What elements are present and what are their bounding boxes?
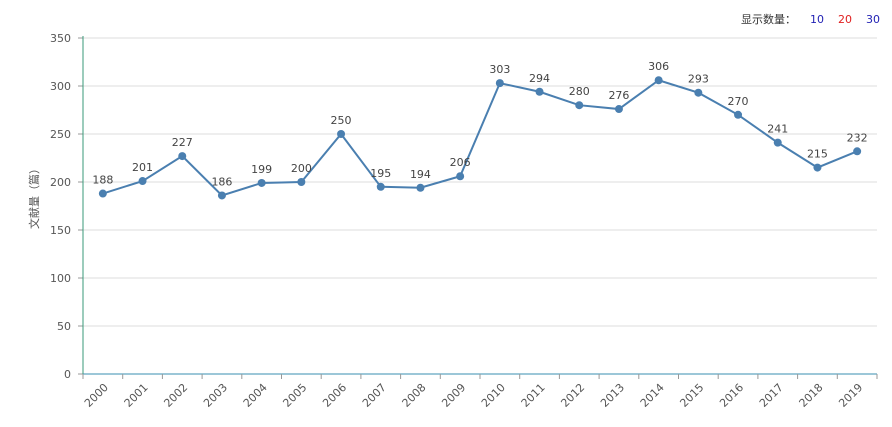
count-option-10[interactable]: 10 — [810, 12, 824, 26]
y-tick-label: 200 — [50, 176, 71, 189]
x-tick-label: 2002 — [161, 381, 190, 410]
data-label: 186 — [211, 175, 232, 188]
data-label: 250 — [331, 114, 352, 127]
data-label: 188 — [92, 174, 113, 187]
x-tick-label: 2003 — [201, 381, 230, 410]
y-tick-label: 50 — [57, 320, 71, 333]
data-point — [376, 182, 385, 191]
x-tick-label: 2012 — [558, 381, 587, 410]
x-tick-label: 2018 — [797, 381, 826, 410]
data-label: 280 — [569, 85, 590, 98]
data-point — [98, 189, 107, 198]
count-option-30[interactable]: 30 — [866, 12, 880, 26]
data-point — [257, 178, 266, 187]
x-tick-label: 2015 — [677, 381, 706, 410]
x-tick-label: 2019 — [836, 381, 865, 410]
data-label: 195 — [370, 167, 391, 180]
data-label: 303 — [489, 63, 510, 76]
data-label: 232 — [847, 131, 868, 144]
count-option-20[interactable]: 20 — [838, 12, 852, 26]
data-label: 215 — [807, 148, 828, 161]
x-tick-label: 2014 — [638, 381, 667, 410]
display-count-label: 显示数量： — [741, 13, 796, 26]
x-tick-label: 2010 — [479, 381, 508, 410]
y-axis-title: 文献量（篇） — [27, 163, 41, 229]
data-label: 201 — [132, 161, 153, 174]
data-label: 294 — [529, 72, 550, 85]
y-tick-label: 350 — [50, 32, 71, 45]
y-tick-label: 250 — [50, 128, 71, 141]
data-point — [694, 88, 703, 97]
x-tick-label: 2011 — [519, 381, 548, 410]
data-point — [297, 178, 306, 186]
data-point — [217, 191, 226, 200]
y-tick-label: 300 — [50, 80, 71, 93]
x-tick-label: 2009 — [439, 381, 468, 410]
x-tick-label: 2017 — [757, 381, 786, 410]
data-point — [575, 101, 584, 110]
data-point — [813, 163, 822, 172]
x-tick-label: 2013 — [598, 381, 627, 410]
data-point — [138, 177, 147, 186]
data-point — [773, 138, 782, 147]
display-count-control: 显示数量： 10 20 30 — [741, 10, 880, 28]
data-point — [614, 105, 623, 114]
x-tick-label: 2000 — [82, 381, 111, 410]
data-label: 194 — [410, 168, 431, 181]
data-point — [456, 172, 465, 181]
x-tick-label: 2016 — [717, 381, 746, 410]
data-point — [178, 152, 187, 161]
x-tick-label: 2007 — [360, 381, 389, 410]
x-tick-label: 2006 — [320, 381, 349, 410]
y-tick-label: 0 — [64, 368, 71, 381]
data-label: 306 — [648, 60, 669, 73]
data-point — [337, 130, 346, 138]
x-tick-label: 2001 — [122, 381, 151, 410]
data-point — [654, 76, 663, 85]
data-point — [853, 147, 862, 156]
data-label: 227 — [172, 136, 193, 149]
data-point — [495, 79, 504, 88]
x-tick-label: 2008 — [400, 381, 429, 410]
data-point — [416, 183, 425, 192]
series-line — [102, 79, 858, 197]
data-label: 293 — [688, 73, 709, 86]
data-point — [734, 110, 743, 119]
data-label: 270 — [728, 95, 749, 108]
x-tick-label: 2005 — [280, 381, 309, 410]
data-point — [535, 87, 544, 96]
x-tick-label: 2004 — [241, 381, 270, 410]
data-label: 276 — [608, 89, 629, 102]
data-label: 206 — [450, 156, 471, 169]
data-label: 200 — [291, 162, 312, 175]
data-label: 199 — [251, 163, 272, 176]
data-label: 241 — [767, 123, 788, 136]
y-tick-label: 100 — [50, 272, 71, 285]
y-tick-label: 150 — [50, 224, 71, 237]
